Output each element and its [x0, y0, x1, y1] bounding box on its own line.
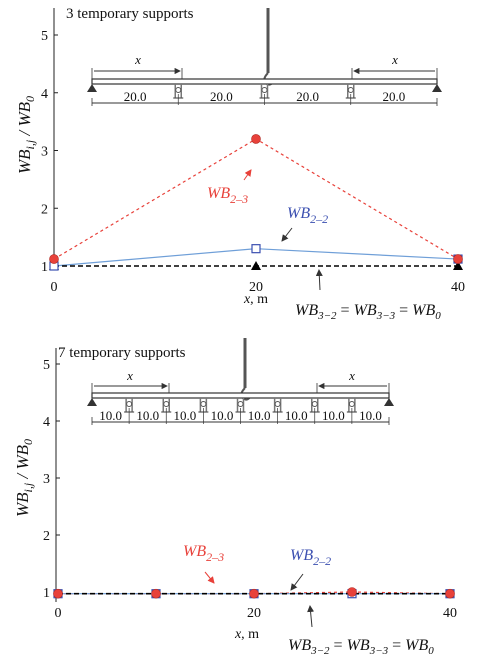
y-tick-label: 2: [41, 202, 48, 217]
temporary-support-icon: [235, 398, 246, 424]
y-axis-label: WBi,j / WB0: [15, 96, 37, 174]
y-tick-label: 5: [41, 29, 48, 44]
data-point-s0-3: [347, 587, 357, 597]
annotation-wb23-text: WB2–3: [207, 185, 248, 206]
temporary-support-icon: [346, 398, 357, 424]
span-label: 10.0: [211, 408, 234, 423]
annotation-wb3x: WB3−2 = WB3−3 = WB0: [288, 605, 434, 657]
temporary-support-icon: [161, 398, 172, 424]
x-ticks: 0 20 40: [55, 606, 458, 621]
span-label: 10.0: [322, 408, 345, 423]
x-tick-label: 40: [443, 606, 457, 621]
temporary-supports: [91, 398, 390, 425]
deck: [91, 78, 438, 85]
series-line-0: [58, 591, 451, 595]
panel-title: 7 temporary supports: [58, 345, 186, 361]
y-tick-label: 4: [43, 415, 50, 430]
span-labels: 10.0 10.0 10.0 10.0 10.0 10.0 10.0 10.0: [99, 408, 382, 423]
temporary-support-icon: [124, 398, 135, 424]
legend-equation: WB3−2 = WB3−3 = WB0: [295, 302, 441, 322]
temporary-support-icon: [198, 398, 209, 424]
x-ticks: 0 20 40: [51, 280, 466, 295]
end-support-right: [432, 84, 442, 92]
annotation-wb22-text: WB2–2: [290, 547, 331, 568]
span-label: 10.0: [359, 408, 382, 423]
deck: [91, 392, 390, 399]
span-label: 10.0: [248, 408, 271, 423]
end-support-right: [384, 398, 394, 406]
span-label: 10.0: [99, 408, 122, 423]
end-support-left: [87, 398, 97, 406]
data-point-s0-0: [53, 588, 63, 599]
x-tick-label: 0: [55, 606, 62, 621]
x-tick-label: 0: [51, 280, 58, 295]
series-line-0: [53, 138, 459, 260]
temporary-support-icon: [173, 84, 184, 105]
span-label: 10.0: [285, 408, 308, 423]
legend-equation: WB3−2 = WB3−3 = WB0: [288, 637, 434, 657]
y-tick-label: 1: [41, 260, 48, 275]
y-tick-label: 5: [43, 358, 50, 373]
span-label: 10.0: [136, 408, 159, 423]
bridge-schematic: x x 10.0 10.0 10.0 10.0 10.0 10.0 10.0 10.0: [87, 338, 394, 425]
panel-3-supports: 3 temporary supports WBi,j / WB0 1 2 3 4 5 0…: [15, 6, 465, 322]
data-point-s2-1: [251, 261, 261, 270]
x-label-right: x: [391, 52, 398, 67]
x-axis-label: x, m: [243, 292, 268, 307]
annotation-wb3x: WB3−2 = WB3−3 = WB0: [295, 269, 441, 322]
span-label: 20.0: [296, 89, 319, 104]
x-label-right: x: [348, 368, 355, 383]
x-label-left: x: [126, 368, 133, 383]
annotation-wb23: WB2–3: [207, 169, 252, 206]
span-label: 20.0: [210, 89, 233, 104]
data-point-s0-1: [151, 588, 161, 599]
temporary-support-icon: [259, 84, 270, 105]
temporary-supports: [91, 84, 438, 106]
x-tick-label: 20: [247, 606, 261, 621]
series-markers: [53, 587, 455, 599]
y-tick-label: 3: [43, 472, 50, 487]
y-ticks: 1 2 3 4 5: [41, 29, 58, 275]
temporary-support-icon: [272, 398, 283, 424]
y-axis-sub: i,j: [23, 139, 37, 149]
x-axis-label: x, m: [234, 627, 259, 642]
x-tick-label: 20: [249, 280, 263, 295]
y-tick-label: 1: [43, 586, 50, 601]
y-tick-label: 3: [41, 145, 48, 160]
span-labels: 20.0 20.0 20.0 20.0: [124, 89, 406, 104]
annotation-wb22: WB2–2: [281, 205, 328, 242]
y-axis-label: WBi,j / WB0: [13, 439, 35, 517]
x-label-left: x: [134, 52, 141, 67]
y-tick-label: 2: [43, 529, 50, 544]
annotation-wb22-text: WB2–2: [287, 205, 328, 226]
data-point-s0-0: [49, 254, 59, 264]
panel-title: 3 temporary supports: [66, 6, 194, 22]
data-point-s0-2: [249, 588, 259, 599]
span-label: 10.0: [173, 408, 196, 423]
annotation-wb22: WB2–2: [290, 547, 331, 591]
y-tick-label: 4: [41, 87, 48, 102]
bridge-schematic: x x 20.0 20.0 20.0 20.0: [87, 8, 442, 106]
data-point-s2-2: [453, 261, 463, 270]
data-point-s1-1: [251, 244, 261, 254]
panel-7-supports: 7 temporary supports WBi,j / WB0 1 2 3 4 5 0…: [13, 338, 457, 657]
span-label: 20.0: [383, 89, 406, 104]
series-markers: [49, 134, 463, 271]
span-label: 20.0: [124, 89, 147, 104]
annotation-wb23-text: WB2–3: [183, 543, 224, 564]
data-point-s0-4: [445, 588, 455, 599]
data-point-s0-1: [251, 134, 261, 144]
y-ticks: 1 2 3 4 5: [43, 358, 60, 601]
temporary-support-icon: [345, 84, 356, 105]
data-point-s0-2: [453, 254, 463, 264]
end-support-left: [87, 84, 97, 92]
x-tick-label: 40: [451, 280, 465, 295]
annotation-wb23: WB2–3: [183, 543, 224, 584]
temporary-support-icon: [309, 398, 320, 424]
